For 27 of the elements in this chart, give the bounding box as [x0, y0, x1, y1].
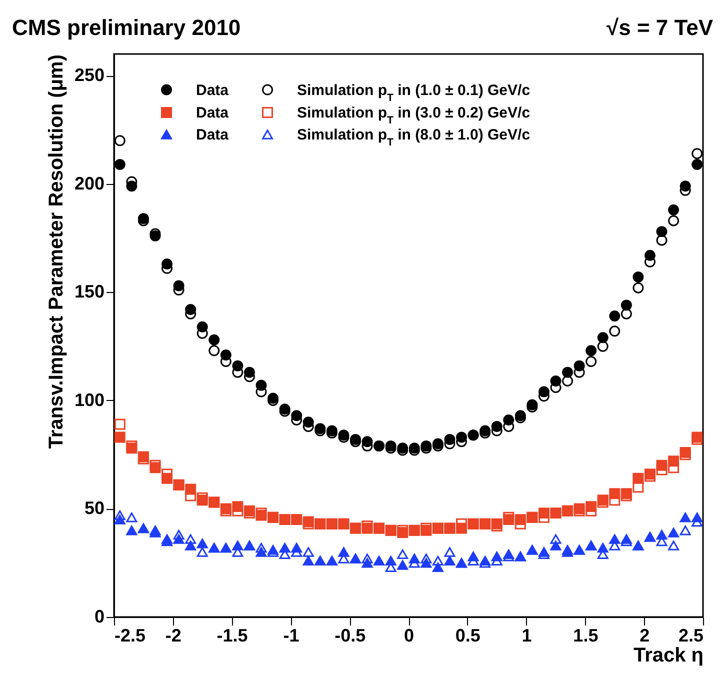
x-tick-label: 0 [404, 626, 414, 646]
x-tick-label: 2.5 [678, 626, 704, 646]
legend-label: Simulation p$_{T}$ in (3.0 ± 0.2) GeV/c [297, 104, 530, 126]
text: √s = 7 TeV [606, 15, 714, 40]
legend-label: Simulation p$_{T}$ in (1.0 ± 0.1) GeV/c [297, 82, 530, 104]
y-tick-label: 250 [74, 65, 104, 86]
x-tick-label: -1 [283, 626, 300, 646]
x-tick-label: -2.5 [114, 626, 146, 646]
legend-label: Data [196, 126, 230, 144]
chart-title: CMS preliminary 2010 [12, 15, 241, 40]
x-tick-label: 2 [640, 626, 650, 646]
legend-label: Data [196, 82, 230, 99]
y-tick-label: 100 [74, 390, 104, 410]
x-tick-label: -0.5 [334, 626, 366, 646]
legend-label: Data [196, 104, 230, 122]
x-axis-title: Track η [633, 644, 704, 666]
x-tick-label: 1 [522, 626, 532, 646]
legend-label: Simulation p$_{T}$ in (8.0 ± 1.0) GeV/c [297, 126, 530, 148]
x-tick-label: -1.5 [216, 626, 248, 646]
x-tick-label: 0.5 [455, 626, 480, 646]
y-tick-label: 50 [84, 498, 104, 518]
y-tick-label: 0 [94, 606, 104, 626]
y-tick-label: 150 [74, 282, 104, 302]
y-axis-title: Transv.Impact Parameter Resolution (μm) [45, 54, 68, 449]
x-tick-label: -2 [165, 626, 182, 646]
x-tick-label: 1.5 [573, 626, 598, 646]
y-tick-label: 200 [74, 173, 104, 194]
